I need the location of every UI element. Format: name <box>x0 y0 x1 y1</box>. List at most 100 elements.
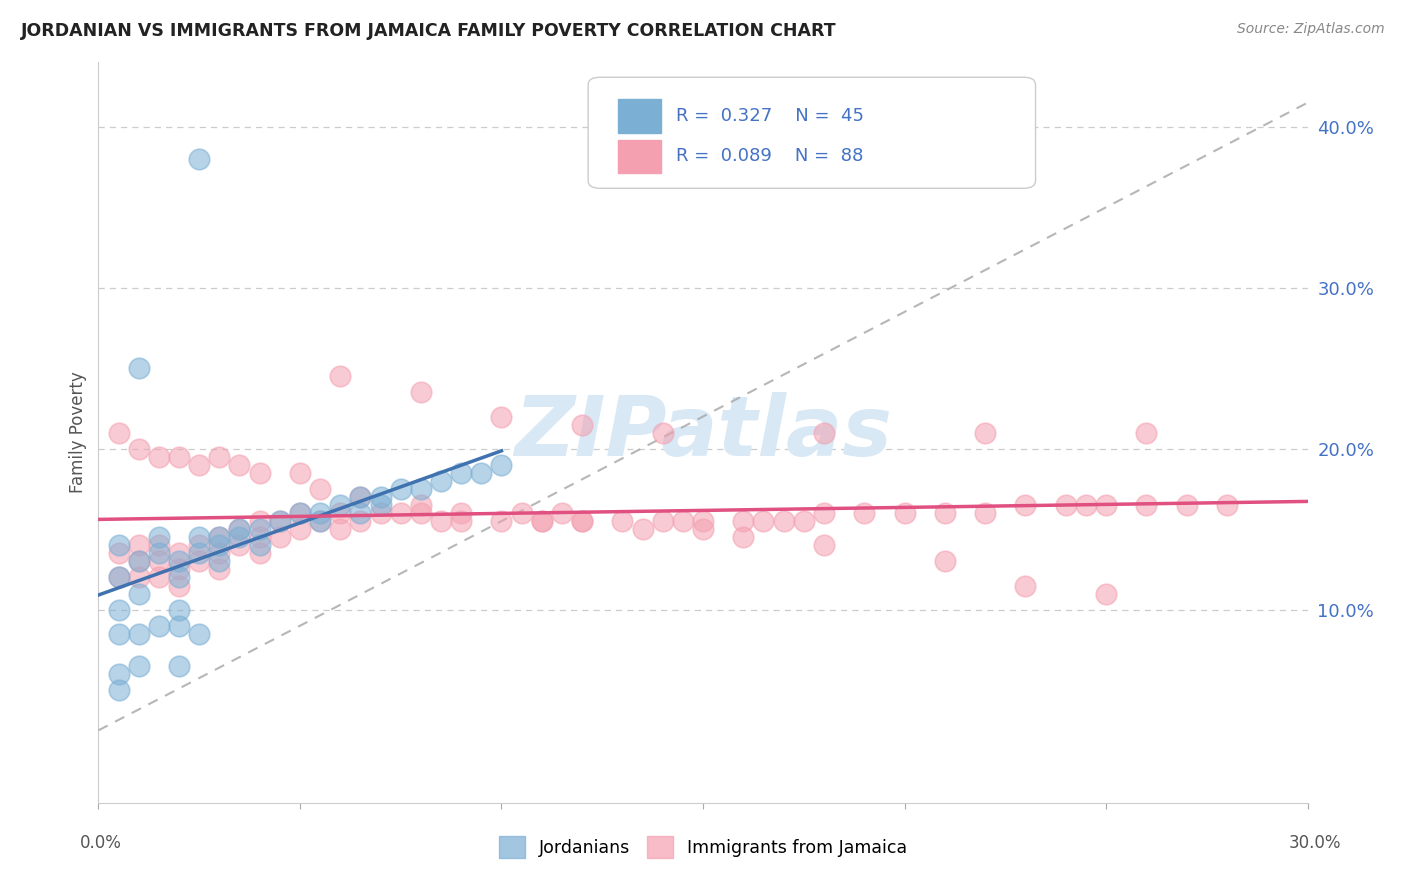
Point <box>409 385 432 400</box>
Point <box>349 490 371 504</box>
Legend: Jordanians, Immigrants from Jamaica: Jordanians, Immigrants from Jamaica <box>492 830 914 864</box>
Point <box>430 474 453 488</box>
Point <box>107 538 129 552</box>
Point <box>167 619 190 633</box>
Point <box>974 425 997 440</box>
Point <box>208 546 231 560</box>
Point <box>148 554 170 568</box>
Point <box>249 466 271 480</box>
Point <box>288 466 311 480</box>
Point <box>188 554 211 568</box>
Point <box>167 546 190 560</box>
Point <box>309 514 332 528</box>
Point <box>167 570 190 584</box>
Point <box>167 659 190 673</box>
Point <box>148 538 170 552</box>
Point <box>188 152 211 166</box>
Point <box>612 514 634 528</box>
Point <box>430 514 453 528</box>
Point <box>370 490 392 504</box>
Point <box>692 514 714 528</box>
Point <box>107 602 129 616</box>
Point <box>813 506 835 520</box>
Point <box>128 361 150 376</box>
Point <box>107 570 129 584</box>
Point <box>370 506 392 520</box>
Point <box>107 683 129 698</box>
Point <box>128 538 150 552</box>
Point <box>148 570 170 584</box>
Point <box>893 506 915 520</box>
Point <box>1074 498 1097 512</box>
Point <box>571 514 593 528</box>
Bar <box>619 140 661 173</box>
Point <box>249 546 271 560</box>
Point <box>107 425 129 440</box>
Point <box>249 538 271 552</box>
Point <box>167 562 190 576</box>
Point <box>510 506 533 520</box>
Point <box>772 514 794 528</box>
Point <box>1216 498 1239 512</box>
Point <box>409 506 432 520</box>
Point <box>208 450 231 464</box>
Point <box>128 442 150 456</box>
Point <box>188 530 211 544</box>
Point <box>651 514 673 528</box>
Point <box>249 530 271 544</box>
Point <box>208 538 231 552</box>
Point <box>249 522 271 536</box>
Point <box>813 425 835 440</box>
Point <box>128 627 150 641</box>
Point <box>329 498 352 512</box>
Point <box>491 458 513 472</box>
Point <box>349 506 371 520</box>
Point <box>1014 498 1036 512</box>
Point <box>450 466 472 480</box>
Point <box>349 490 371 504</box>
Y-axis label: Family Poverty: Family Poverty <box>69 372 87 493</box>
Point <box>389 482 412 496</box>
Point <box>329 522 352 536</box>
Point <box>228 538 250 552</box>
Point <box>692 522 714 536</box>
Point <box>733 530 755 544</box>
Text: R =  0.089    N =  88: R = 0.089 N = 88 <box>676 147 863 165</box>
Point <box>249 514 271 528</box>
Point <box>288 522 311 536</box>
Point <box>148 619 170 633</box>
Point <box>228 522 250 536</box>
Point <box>631 522 654 536</box>
Point <box>349 514 371 528</box>
Point <box>107 667 129 681</box>
Point <box>409 482 432 496</box>
Point <box>188 458 211 472</box>
FancyBboxPatch shape <box>588 78 1035 188</box>
Point <box>228 530 250 544</box>
Point <box>148 450 170 464</box>
Text: R =  0.327    N =  45: R = 0.327 N = 45 <box>676 107 865 125</box>
Point <box>813 538 835 552</box>
Point <box>309 506 332 520</box>
Point <box>530 514 553 528</box>
Point <box>1135 425 1157 440</box>
Point <box>208 554 231 568</box>
Text: 30.0%: 30.0% <box>1288 834 1341 852</box>
Point <box>1095 586 1118 600</box>
Point <box>269 530 291 544</box>
Point <box>208 530 231 544</box>
Point <box>148 546 170 560</box>
Point <box>288 506 311 520</box>
Point <box>269 514 291 528</box>
Point <box>167 450 190 464</box>
Point <box>733 514 755 528</box>
Point <box>934 554 956 568</box>
Point <box>167 554 190 568</box>
Point <box>672 514 695 528</box>
Point <box>1054 498 1077 512</box>
Point <box>470 466 492 480</box>
Point <box>974 506 997 520</box>
Point <box>128 659 150 673</box>
Point <box>409 498 432 512</box>
Point <box>329 369 352 384</box>
